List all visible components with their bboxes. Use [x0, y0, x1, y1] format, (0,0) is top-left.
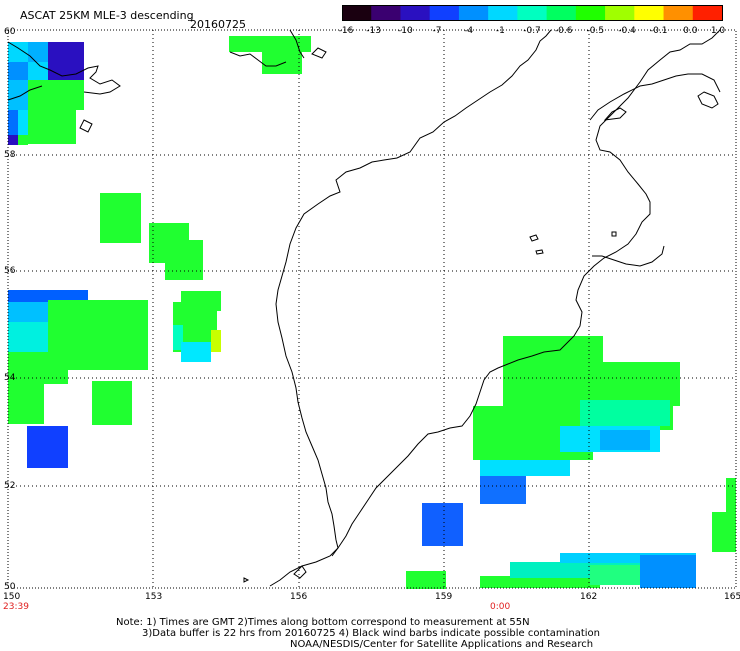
- colorbar-segment: [488, 5, 518, 21]
- colorbar: [342, 5, 723, 21]
- lat-label-54: 54: [4, 373, 16, 383]
- note-line-3: NOAA/NESDIS/Center for Satellite Applica…: [290, 639, 594, 650]
- colorbar-segment: [692, 5, 723, 21]
- lat-label-58: 58: [4, 150, 16, 160]
- colorbar-tick-label: -13: [366, 26, 382, 36]
- colorbar-segment: [400, 5, 431, 21]
- map-date: 20160725: [190, 18, 246, 31]
- time-mark-mid: 0:00: [490, 602, 511, 612]
- time-mark-left: 23:39: [3, 602, 29, 612]
- colorbar-segment: [634, 5, 665, 21]
- lat-label-50: 50: [4, 582, 16, 592]
- colorbar-tick-label: 1.0: [710, 26, 726, 36]
- lat-label-52: 52: [4, 481, 16, 491]
- colorbar-segment: [429, 5, 460, 21]
- colorbar-segment: [371, 5, 401, 21]
- lon-label-165: 165: [724, 592, 740, 602]
- coastline: [7, 29, 721, 587]
- colorbar-segment: [663, 5, 694, 21]
- colorbar-segment: [458, 5, 489, 21]
- colorbar-segment: [517, 5, 548, 21]
- colorbar-tick-label: -0.7: [523, 26, 541, 36]
- colorbar-tick-label: -0.1: [649, 26, 668, 36]
- map-frame: [7, 29, 737, 589]
- lon-label-159: 159: [435, 592, 453, 602]
- colorbar-segment: [546, 5, 577, 21]
- lon-label-153: 153: [145, 592, 163, 602]
- colorbar-segment: [605, 5, 635, 21]
- grid-lines: [8, 30, 736, 588]
- lat-label-56: 56: [4, 266, 16, 276]
- colorbar-tick-label: -0.5: [586, 26, 605, 36]
- note-line-2: 3)Data buffer is 22 hrs from 20160725 4)…: [142, 628, 600, 639]
- lon-label-156: 156: [290, 592, 308, 602]
- lat-label-60: 60: [4, 27, 16, 37]
- colorbar-tick-label: -16: [338, 26, 354, 36]
- colorbar-tick-label: -0.4: [618, 26, 636, 36]
- lon-label-150: 150: [3, 592, 21, 602]
- note-line-1: Note: 1) Times are GMT 2)Times along bot…: [116, 617, 530, 628]
- colorbar-tick-label: -0.6: [554, 26, 573, 36]
- colorbar-segment: [575, 5, 606, 21]
- lon-label-162: 162: [580, 592, 598, 602]
- colorbar-tick-label: -10: [397, 26, 413, 36]
- data-swaths: [8, 36, 736, 589]
- colorbar-tick-label: -1: [495, 26, 505, 36]
- map-title: ASCAT 25KM MLE-3 descending: [20, 9, 194, 22]
- colorbar-tick-label: -7: [432, 26, 442, 36]
- colorbar-tick-label: -4: [464, 26, 474, 36]
- colorbar-segment: [342, 5, 372, 21]
- colorbar-tick-label: 0.0: [683, 26, 698, 36]
